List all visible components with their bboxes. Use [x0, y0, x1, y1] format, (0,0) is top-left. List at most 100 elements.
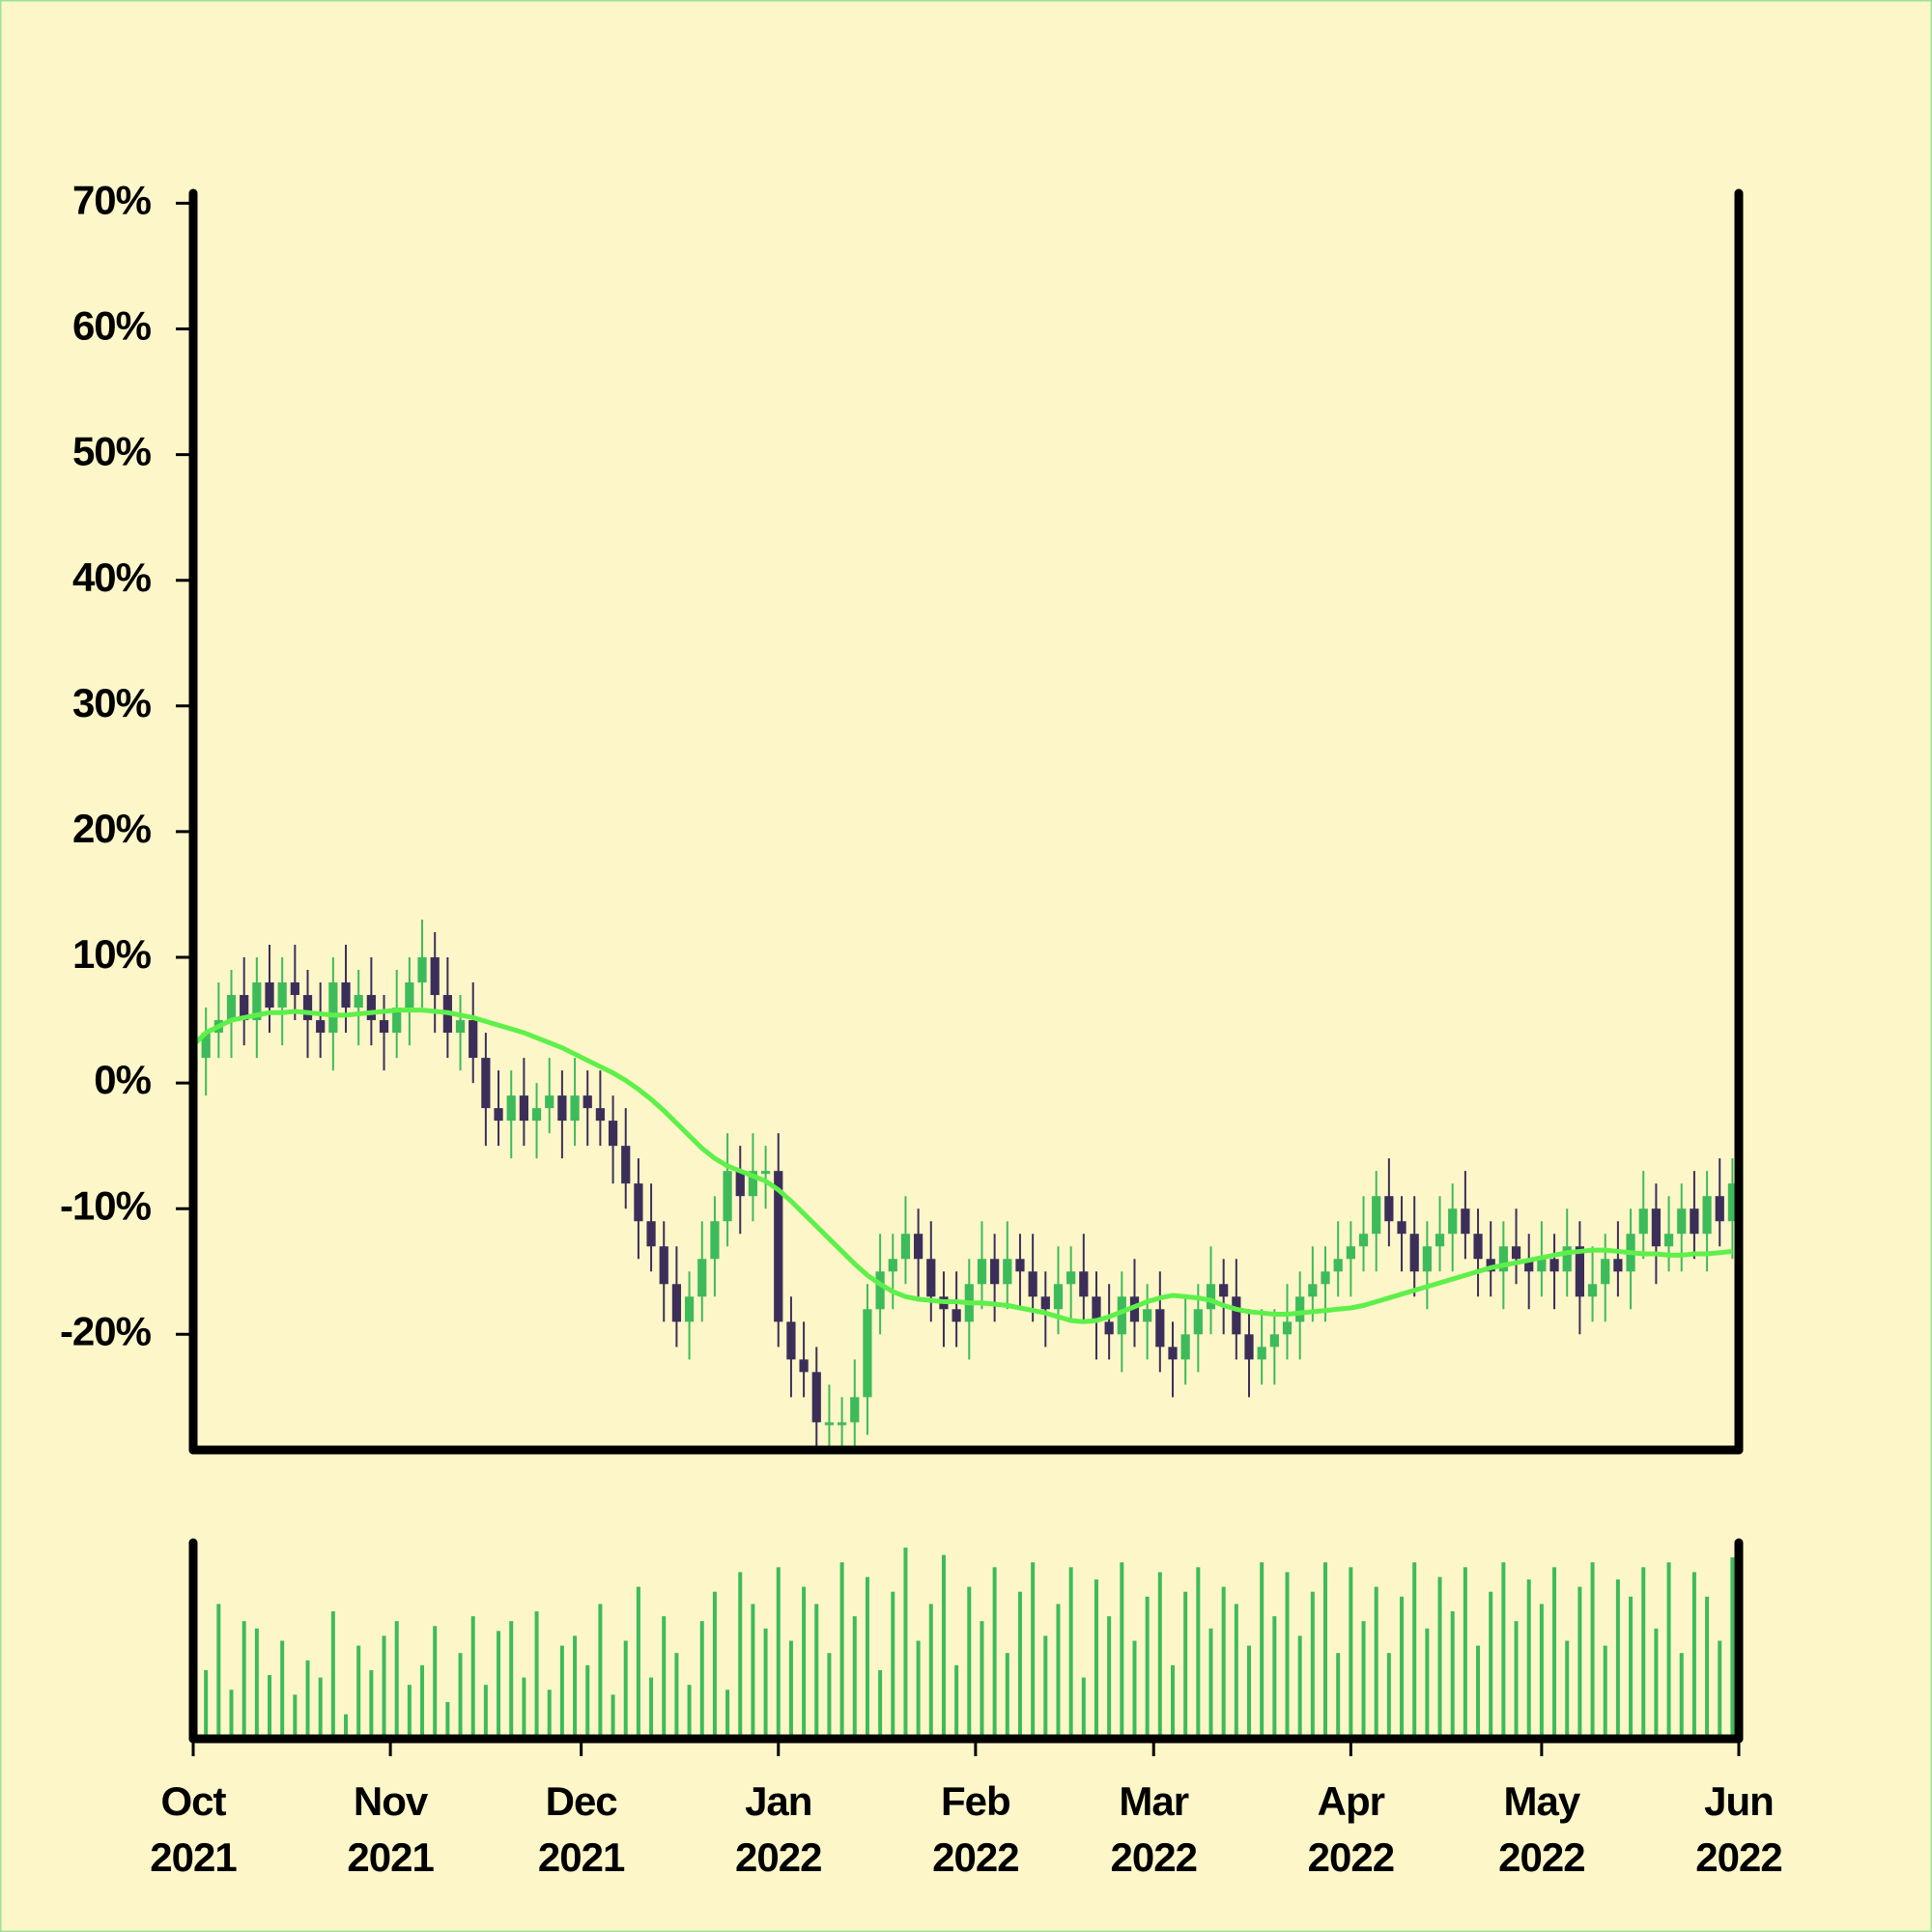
volume-bar: [903, 1548, 908, 1739]
volume-bar: [394, 1621, 399, 1739]
volume-bar: [1489, 1591, 1493, 1739]
candle-body: [1562, 1246, 1572, 1272]
volume-bar: [1412, 1562, 1417, 1739]
candle-body: [545, 1095, 554, 1109]
volume-bar: [420, 1664, 425, 1739]
volume-bar: [1400, 1596, 1405, 1739]
candle-body: [1053, 1284, 1064, 1310]
volume-bar: [344, 1714, 349, 1739]
volume-bar: [330, 1611, 335, 1739]
volume-bar: [967, 1586, 972, 1739]
volume-bar: [216, 1604, 221, 1739]
volume-bar: [1183, 1591, 1188, 1739]
candle-body: [1715, 1196, 1724, 1222]
candle-body: [1092, 1296, 1101, 1322]
volume-bar: [1068, 1567, 1073, 1739]
candle-body: [494, 1108, 503, 1122]
candle-body: [1613, 1259, 1623, 1272]
volume-bar: [674, 1653, 679, 1739]
candle-body: [977, 1259, 987, 1285]
y-tick-label: 0%: [94, 1057, 151, 1102]
x-tick-label: Feb: [941, 1778, 1010, 1824]
volume-bar: [458, 1653, 463, 1739]
volume-bar: [712, 1591, 717, 1739]
volume-bar: [1654, 1628, 1659, 1739]
candle-body: [1295, 1296, 1305, 1322]
volume-bar: [1361, 1621, 1366, 1739]
candle-body: [1601, 1259, 1610, 1285]
candle-body: [519, 1095, 528, 1122]
y-tick-label: -20%: [60, 1308, 152, 1353]
candle-body: [697, 1259, 707, 1297]
candle-body: [379, 1020, 389, 1034]
candle-body: [621, 1146, 631, 1184]
volume-bar: [1539, 1604, 1544, 1739]
candle-body: [1435, 1234, 1445, 1247]
volume-bar: [636, 1586, 640, 1739]
volume-bar: [1679, 1653, 1684, 1739]
y-tick-label: 10%: [72, 931, 152, 977]
candle-body: [405, 982, 414, 1009]
volume-bar: [623, 1640, 628, 1739]
candle-body: [1461, 1208, 1470, 1235]
volume-bar: [662, 1616, 667, 1739]
volume-bar: [1056, 1604, 1061, 1739]
volume-bar: [954, 1664, 959, 1739]
volume-bar: [534, 1611, 539, 1739]
volume-bar: [1208, 1628, 1213, 1739]
candle-body: [1372, 1196, 1381, 1235]
volume-bar: [356, 1645, 361, 1739]
candle-body: [608, 1121, 618, 1147]
volume-bar: [1565, 1640, 1570, 1739]
y-tick-label: -10%: [60, 1182, 152, 1228]
candle-body: [531, 1108, 542, 1122]
candle-body: [1409, 1234, 1419, 1272]
candle-body: [506, 1095, 516, 1122]
candle-body: [1206, 1284, 1216, 1310]
price-panel: [193, 919, 1738, 1448]
volume-bar: [1386, 1653, 1391, 1739]
candle-body: [265, 982, 274, 1009]
volume-bar: [1730, 1557, 1735, 1739]
candle-body: [1575, 1246, 1584, 1297]
candle-body: [354, 995, 363, 1009]
volume-bar: [1615, 1579, 1620, 1739]
candle-body: [201, 1033, 211, 1059]
volume-bar: [1094, 1579, 1098, 1739]
x-tick-label: 2021: [347, 1834, 434, 1880]
volume-bar: [1323, 1562, 1328, 1739]
volume-bar: [814, 1604, 819, 1739]
candle-body: [252, 982, 262, 1021]
volume-bar: [865, 1577, 869, 1739]
candle-body: [1663, 1234, 1674, 1247]
candle-body: [430, 957, 440, 996]
candle-body: [328, 982, 338, 1034]
candle-body: [290, 982, 299, 996]
volume-bar: [1501, 1562, 1506, 1739]
volume-bar: [916, 1640, 921, 1739]
volume-bar: [1234, 1604, 1238, 1739]
candle-body: [1651, 1208, 1662, 1247]
candle-body: [240, 995, 249, 1021]
volume-bar: [483, 1685, 488, 1739]
volume-bar: [1349, 1567, 1353, 1739]
volume-bar: [229, 1690, 234, 1739]
volume-bar: [1691, 1572, 1696, 1739]
candle-body: [1422, 1246, 1432, 1272]
volume-bar: [1705, 1596, 1710, 1739]
volume-bar: [1081, 1677, 1086, 1739]
volume-bar: [1603, 1645, 1607, 1739]
volume-bar: [509, 1621, 514, 1739]
volume-bar: [497, 1631, 501, 1739]
volume-bar: [407, 1685, 412, 1739]
volume-bar: [852, 1616, 857, 1739]
candle-body: [1015, 1259, 1025, 1272]
volume-bar: [725, 1690, 730, 1739]
volume-bar: [687, 1685, 692, 1739]
x-tick-label: 2021: [538, 1834, 625, 1880]
candle-body: [760, 1171, 771, 1175]
candle-body: [952, 1309, 961, 1322]
volume-bar: [522, 1677, 526, 1739]
